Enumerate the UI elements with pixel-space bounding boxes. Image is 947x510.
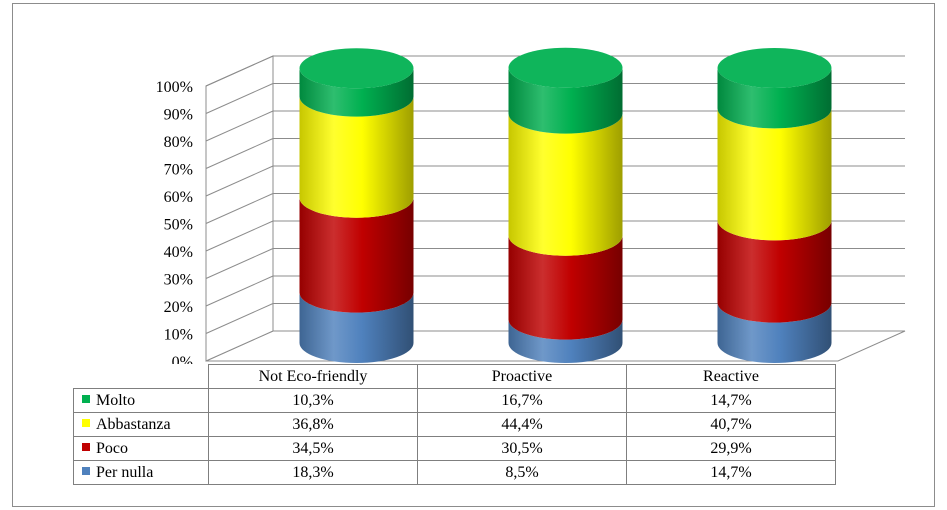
category-header: Not Eco-friendly — [208, 364, 418, 389]
bar-segment-molto — [299, 68, 414, 117]
gridline-side — [205, 193, 274, 224]
bar-segment-molto — [717, 68, 832, 129]
category-header: Proactive — [417, 364, 627, 389]
y-tick-label: 90% — [164, 107, 193, 124]
y-tick-label: 80% — [164, 134, 193, 151]
cylinder-reactive — [717, 48, 832, 363]
cylinder-not-eco-friendly — [299, 48, 414, 363]
bar-segment-per-nulla — [717, 302, 832, 363]
y-tick-label: 0% — [172, 354, 193, 364]
gridline-side — [205, 248, 274, 279]
y-tick-label: 10% — [164, 327, 193, 344]
data-label: 10,3% — [208, 388, 418, 413]
gridline-side — [205, 165, 274, 197]
data-label: 36,8% — [208, 412, 418, 437]
legend-swatch — [82, 442, 90, 451]
y-tick-label: 60% — [164, 189, 193, 206]
data-label: 29,9% — [626, 436, 836, 461]
y-tick-label: 30% — [164, 272, 193, 289]
gridline-side — [205, 303, 274, 334]
y-tick-label: 40% — [164, 244, 193, 261]
legend-entry: Molto — [73, 388, 209, 413]
gridline-side — [205, 55, 274, 87]
table-row: Per nulla 18,3% 8,5% 14,7% — [73, 460, 836, 485]
legend-swatch — [82, 394, 90, 403]
legend-label: Abbastanza — [96, 415, 171, 433]
bar-segment-abbastanza — [299, 96, 414, 218]
y-tick-label: 20% — [164, 299, 193, 316]
legend-entry: Abbastanza — [73, 412, 209, 437]
data-label: 16,7% — [417, 388, 627, 413]
legend-label: Poco — [96, 439, 128, 457]
cylinder-proactive — [508, 47, 623, 363]
cylinder-top — [717, 48, 832, 88]
legend-swatch — [82, 418, 90, 427]
cylinder-top — [508, 47, 623, 88]
bar-segment-per-nulla — [508, 319, 623, 363]
data-table: Not Eco-friendly Proactive Reactive Molt… — [73, 364, 836, 485]
category-header: Reactive — [626, 364, 836, 389]
table-header-row: Not Eco-friendly Proactive Reactive — [73, 364, 836, 389]
gridline-side — [205, 275, 274, 307]
bar-segment-per-nulla — [299, 292, 414, 363]
gridline-side — [205, 220, 274, 252]
data-label: 34,5% — [208, 436, 418, 461]
data-label: 30,5% — [417, 436, 627, 461]
data-label: 40,7% — [626, 412, 836, 437]
table-corner — [73, 364, 209, 389]
data-label: 18,3% — [208, 460, 418, 485]
data-label: 14,7% — [626, 388, 836, 413]
y-tick-label: 70% — [164, 162, 193, 179]
table-row: Poco 34,5% 30,5% 29,9% — [73, 436, 836, 461]
y-tick-label: 50% — [164, 217, 193, 234]
bar-segment-poco — [508, 235, 623, 340]
bar-segment-poco — [299, 197, 414, 313]
data-label: 44,4% — [417, 412, 627, 437]
gridline-side — [205, 110, 274, 142]
legend-entry: Poco — [73, 436, 209, 461]
legend-label: Per nulla — [96, 463, 154, 481]
gridline-side — [205, 83, 274, 114]
bar-segment-abbastanza — [508, 113, 623, 256]
bar-segment-molto — [508, 67, 623, 134]
chart-plot: 0% 10% 20% 30% 40% 50% 60% 70% 80% 90% 100% — [156, 47, 906, 364]
table-row: Abbastanza 36,8% 44,4% 40,7% — [73, 412, 836, 437]
data-label: 8,5% — [417, 460, 627, 485]
data-label: 14,7% — [626, 460, 836, 485]
table-row: Molto 10,3% 16,7% 14,7% — [73, 388, 836, 413]
y-tick-label: 100% — [156, 79, 193, 96]
legend-swatch — [82, 466, 90, 475]
gridline-side — [205, 138, 274, 169]
bar-segment-abbastanza — [717, 108, 832, 241]
cylinder-top — [299, 48, 414, 89]
legend-entry: Per nulla — [73, 460, 209, 485]
legend-label: Molto — [96, 391, 136, 409]
bar-segment-poco — [717, 220, 832, 323]
